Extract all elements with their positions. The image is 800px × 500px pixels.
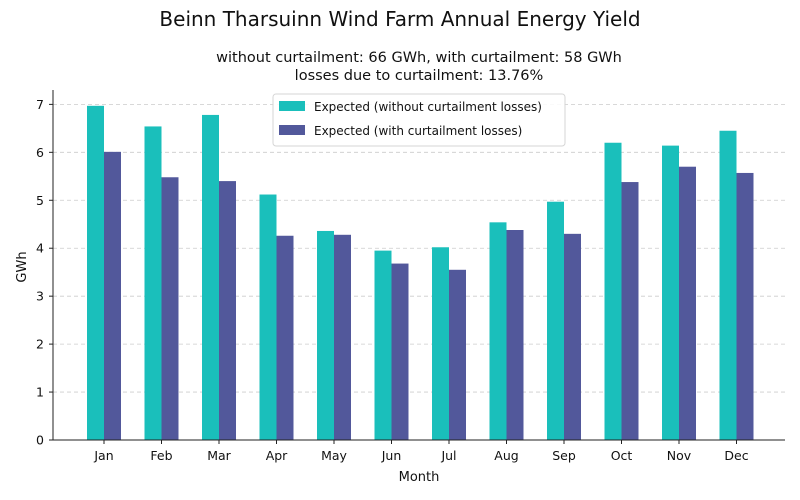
bar-with-curtailment xyxy=(564,233,581,440)
legend-swatch-with-curtailment xyxy=(279,125,305,135)
legend: Expected (without curtailment losses) Ex… xyxy=(272,93,566,147)
x-tick-label: Mar xyxy=(207,448,231,463)
chart-subtitle-line1: without curtailment: 66 GWh, with curtai… xyxy=(216,50,622,66)
x-tick-label: Oct xyxy=(611,448,633,463)
x-tick-label: Jul xyxy=(440,448,456,463)
x-tick-label: Jan xyxy=(93,448,113,463)
x-tick-label: May xyxy=(321,448,347,463)
x-tick-label: Aug xyxy=(494,448,518,463)
bar-with-curtailment xyxy=(219,181,236,440)
bar-without-curtailment xyxy=(259,194,277,440)
bar-without-curtailment xyxy=(489,222,507,440)
legend-label-without-curtailment: Expected (without curtailment losses) xyxy=(314,100,542,114)
y-axis-label: GWh xyxy=(15,251,30,282)
bar-with-curtailment xyxy=(449,269,466,440)
legend-swatch-without-curtailment xyxy=(279,101,305,111)
x-tick-label: Nov xyxy=(667,448,692,463)
bar-without-curtailment xyxy=(604,142,622,440)
y-tick-label: 6 xyxy=(36,145,44,160)
x-tick-label: Apr xyxy=(266,448,288,463)
bar-without-curtailment xyxy=(547,201,564,440)
chart-title: Beinn Tharsuinn Wind Farm Annual Energy … xyxy=(159,7,640,31)
bar-without-curtailment xyxy=(87,105,104,441)
bar-with-curtailment xyxy=(391,263,409,440)
x-tick-label: Jun xyxy=(381,448,402,463)
y-tick-label: 0 xyxy=(36,433,44,448)
bar-without-curtailment xyxy=(662,145,679,440)
x-tick-label: Feb xyxy=(150,448,172,463)
bars xyxy=(87,105,754,441)
x-tick-label: Sep xyxy=(552,448,576,463)
y-tick-label: 2 xyxy=(36,337,44,352)
y-tick-label: 7 xyxy=(36,97,44,112)
bar-with-curtailment xyxy=(276,235,294,440)
bar-without-curtailment xyxy=(374,250,392,440)
bar-with-curtailment xyxy=(506,230,524,440)
legend-box xyxy=(272,93,566,147)
x-tick-label: Dec xyxy=(724,448,748,463)
bar-with-curtailment xyxy=(334,234,351,440)
bar-without-curtailment xyxy=(719,130,737,440)
y-tick-label: 4 xyxy=(36,241,44,256)
bar-without-curtailment xyxy=(144,126,162,440)
bar-without-curtailment xyxy=(202,114,219,440)
bar-without-curtailment xyxy=(317,230,334,440)
y-tick-label: 1 xyxy=(36,385,44,400)
bar-with-curtailment xyxy=(104,151,121,441)
bar-with-curtailment xyxy=(736,172,754,441)
axes xyxy=(49,90,785,444)
legend-label-with-curtailment: Expected (with curtailment losses) xyxy=(314,124,522,138)
chart-subtitle-line2: losses due to curtailment: 13.76% xyxy=(295,68,544,84)
bar-with-curtailment xyxy=(161,177,179,441)
bar-with-curtailment xyxy=(679,166,696,440)
bar-with-curtailment xyxy=(621,182,639,440)
x-axis-label: Month xyxy=(399,470,440,485)
y-tick-label: 5 xyxy=(36,193,44,208)
bar-without-curtailment xyxy=(432,247,449,440)
y-tick-label: 3 xyxy=(36,289,44,304)
tick-labels: 0 1 2 3 4 5 6 7 Jan Feb Mar Apr May Jun Jul Aug Sep Oct No… xyxy=(36,97,749,463)
